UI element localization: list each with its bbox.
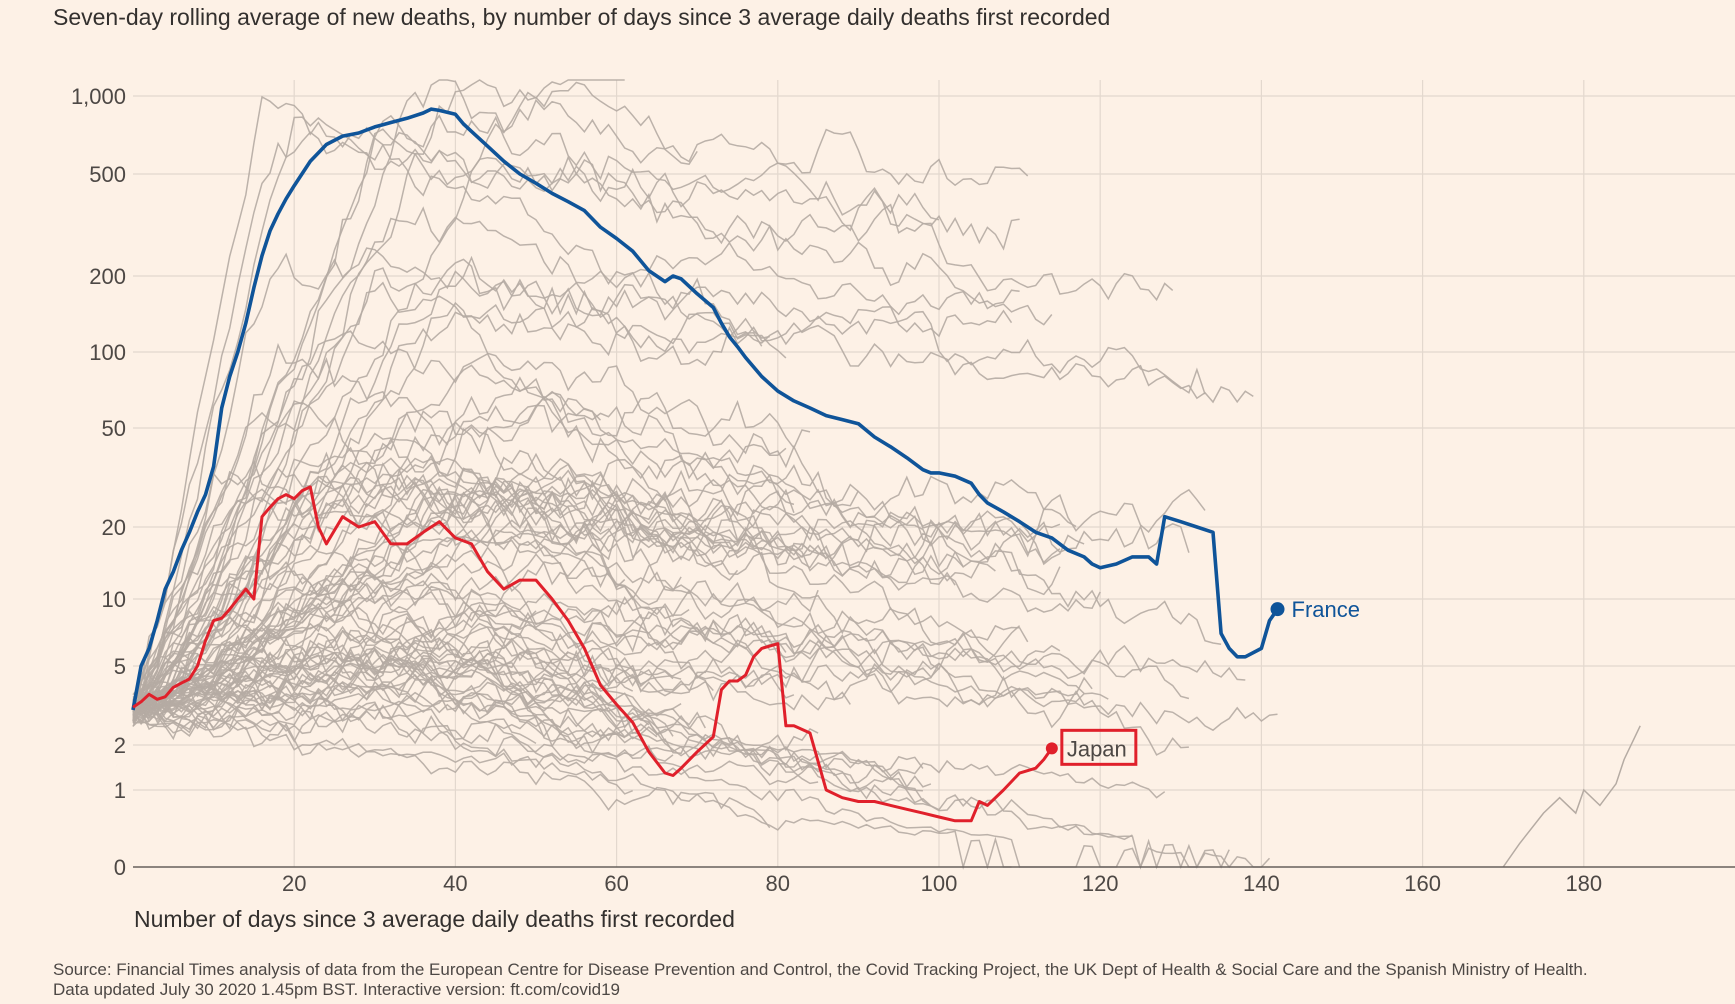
country-line [132, 79, 1029, 701]
y-tick-label: 0 [114, 855, 126, 880]
country-line [132, 464, 1190, 724]
x-tick-label: 180 [1565, 871, 1602, 896]
highlighted-lines [131, 107, 1279, 823]
country-line [132, 704, 819, 755]
france-end-dot [1270, 602, 1285, 617]
x-tick-label: 20 [282, 871, 306, 896]
country-line [132, 542, 674, 709]
country-line [132, 640, 851, 717]
x-tick-label: 60 [604, 871, 628, 896]
chart-title: Seven-day rolling average of new deaths,… [53, 4, 1111, 30]
japan-line [132, 485, 1054, 823]
x-axis-ticks: 20 40 60 80 100 120 140 160 180 [282, 871, 1602, 896]
y-tick-label: 1,000 [71, 84, 126, 109]
x-tick-label: 160 [1404, 871, 1441, 896]
y-tick-label: 1 [114, 778, 126, 803]
country-line [132, 672, 771, 829]
country-line [132, 710, 923, 800]
country-line [132, 311, 763, 713]
country-line [132, 538, 682, 713]
country-line [132, 508, 956, 715]
y-tick-label: 200 [89, 264, 126, 289]
country-line [132, 95, 1020, 721]
x-tick-label: 120 [1082, 871, 1119, 896]
country-line [132, 462, 964, 706]
y-tick-label: 500 [89, 162, 126, 187]
country-line [132, 391, 811, 711]
country-line [132, 467, 1085, 716]
france-line [131, 107, 1279, 711]
country-line [132, 131, 940, 709]
country-line [132, 684, 924, 773]
y-tick-label: 5 [114, 654, 126, 679]
japan-end-dot [1045, 742, 1058, 755]
country-line [132, 484, 811, 713]
y-tick-label: 100 [89, 340, 126, 365]
country-line [132, 432, 835, 716]
country-line [132, 507, 1061, 712]
y-tick-label: 10 [102, 587, 126, 612]
country-line [132, 521, 690, 709]
line-labels: France Japan [1045, 597, 1360, 766]
country-line [132, 572, 1190, 705]
country-line [133, 651, 1133, 841]
country-line [1502, 725, 1641, 868]
country-line [132, 281, 1254, 722]
y-tick-label: 50 [102, 416, 126, 441]
country-line [132, 590, 795, 717]
country-line [132, 482, 1061, 709]
country-line [132, 601, 787, 711]
country-line [132, 619, 1061, 715]
country-line [132, 701, 633, 795]
country-line [132, 395, 795, 727]
country-line [132, 674, 682, 737]
y-tick-label: 20 [102, 515, 126, 540]
country-line [132, 483, 1061, 710]
source-note: Source: Financial Times analysis of data… [53, 960, 1588, 1000]
country-line [132, 689, 1166, 799]
japan-label: Japan [1067, 736, 1127, 761]
country-line [132, 401, 1101, 711]
country-line [132, 646, 1109, 711]
x-tick-label: 80 [766, 871, 790, 896]
country-line [132, 458, 1206, 724]
country-line [132, 128, 1174, 704]
y-tick-label: 2 [114, 733, 126, 758]
country-line [132, 247, 770, 712]
country-line [132, 258, 1013, 705]
x-axis-title: Number of days since 3 average daily dea… [134, 906, 735, 932]
x-tick-label: 40 [443, 871, 467, 896]
country-line [132, 116, 787, 702]
country-line [132, 606, 932, 789]
country-line [132, 617, 1278, 732]
other-countries-lines [132, 79, 1641, 870]
country-line [132, 650, 714, 723]
source-line: Source: Financial Times analysis of data… [53, 960, 1588, 979]
country-line [132, 255, 1206, 705]
france-label: France [1292, 597, 1360, 622]
x-tick-label: 140 [1243, 871, 1280, 896]
y-axis-ticks: 0 1 2 5 10 20 50 100 200 500 1,000 [71, 84, 126, 880]
update-line: Data updated July 30 2020 1.45pm BST. In… [53, 980, 620, 999]
country-line [132, 459, 1189, 756]
country-line [132, 114, 1053, 713]
country-line [132, 376, 1222, 712]
country-line [132, 632, 706, 729]
country-line [132, 342, 722, 708]
country-line [132, 301, 860, 706]
country-line [132, 700, 1012, 870]
x-tick-label: 100 [921, 871, 958, 896]
country-line [132, 646, 674, 737]
japan-label-box [1060, 728, 1138, 766]
